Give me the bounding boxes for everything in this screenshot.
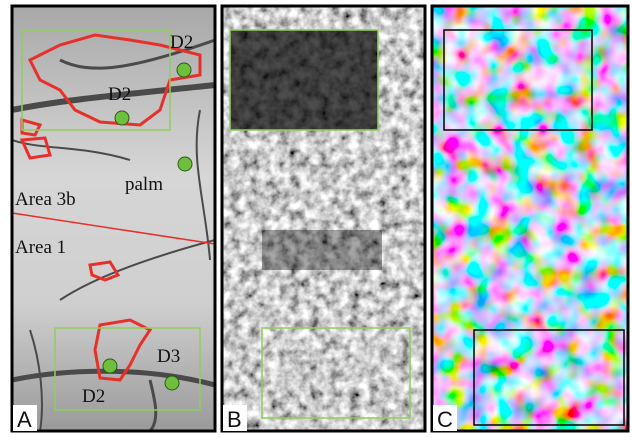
panel-label: B — [227, 407, 242, 432]
panel-label: A — [17, 407, 32, 432]
annotation: D3 — [157, 346, 180, 367]
annotation: D2 — [108, 84, 131, 105]
panel-a: D2 D2 palm Area 3b Area 1 D2 D3 A — [12, 6, 215, 432]
panel-b: B — [222, 6, 425, 432]
panel-c: C — [432, 6, 628, 432]
annotation: D2 — [170, 32, 193, 53]
annotation: D2 — [82, 386, 105, 407]
panel-label: C — [437, 407, 453, 432]
annotation: Area 3b — [15, 189, 76, 210]
annotation: palm — [125, 174, 163, 195]
figure: D2 D2 palm Area 3b Area 1 D2 D3 A B — [0, 0, 632, 437]
annotation: Area 1 — [15, 237, 66, 258]
